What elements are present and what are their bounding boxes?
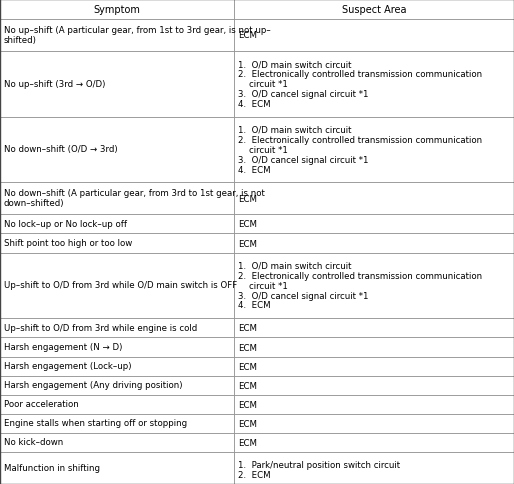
Text: 1.  O/D main switch circuit: 1. O/D main switch circuit — [238, 261, 352, 270]
Text: circuit *1: circuit *1 — [238, 80, 288, 89]
Text: ECM: ECM — [238, 419, 257, 428]
Text: 2.  Electronically controlled transmission communication: 2. Electronically controlled transmissio… — [238, 136, 482, 145]
Bar — [0, 338, 234, 357]
Bar — [234, 215, 514, 234]
Text: Up–shift to O/D from 3rd while O/D main switch is OFF: Up–shift to O/D from 3rd while O/D main … — [4, 281, 237, 290]
Text: Poor acceleration: Poor acceleration — [4, 399, 79, 408]
Text: No up–shift (A particular gear, from 1st to 3rd gear, is not up–: No up–shift (A particular gear, from 1st… — [4, 26, 271, 34]
Text: No lock–up or No lock–up off: No lock–up or No lock–up off — [4, 219, 127, 228]
Bar — [234, 357, 514, 376]
Text: circuit *1: circuit *1 — [238, 281, 288, 290]
Bar — [234, 253, 514, 319]
Bar — [234, 234, 514, 253]
Text: 4.  ECM: 4. ECM — [238, 100, 270, 108]
Bar — [234, 118, 514, 183]
Text: No kick–down: No kick–down — [4, 438, 63, 447]
Text: 1.  O/D main switch circuit: 1. O/D main switch circuit — [238, 126, 352, 135]
Text: circuit *1: circuit *1 — [238, 146, 288, 154]
Text: ECM: ECM — [238, 343, 257, 352]
Bar — [0, 414, 234, 433]
Text: Up–shift to O/D from 3rd while engine is cold: Up–shift to O/D from 3rd while engine is… — [4, 323, 197, 332]
Bar — [234, 452, 514, 484]
Bar — [0, 20, 234, 52]
Bar — [234, 183, 514, 215]
Bar — [0, 376, 234, 395]
Text: 3.  O/D cancel signal circuit *1: 3. O/D cancel signal circuit *1 — [238, 291, 369, 300]
Text: No down–shift (O/D → 3rd): No down–shift (O/D → 3rd) — [4, 145, 118, 154]
Text: Suspect Area: Suspect Area — [342, 5, 406, 15]
Text: Harsh engagement (N → D): Harsh engagement (N → D) — [4, 342, 122, 351]
Bar — [0, 319, 234, 338]
Text: Symptom: Symptom — [94, 5, 140, 15]
Text: Shift point too high or too low: Shift point too high or too low — [4, 238, 132, 247]
Bar — [0, 215, 234, 234]
Bar — [0, 52, 234, 118]
Text: ECM: ECM — [238, 31, 257, 40]
Text: 2.  ECM: 2. ECM — [238, 470, 270, 479]
Text: 4.  ECM: 4. ECM — [238, 301, 270, 310]
Text: Harsh engagement (Any driving position): Harsh engagement (Any driving position) — [4, 380, 182, 389]
Text: 2.  Electronically controlled transmission communication: 2. Electronically controlled transmissio… — [238, 70, 482, 79]
Text: No up–shift (3rd → O/D): No up–shift (3rd → O/D) — [4, 79, 105, 89]
Text: down–shifted): down–shifted) — [4, 199, 64, 208]
Text: 1.  O/D main switch circuit: 1. O/D main switch circuit — [238, 60, 352, 69]
Text: 2.  Electronically controlled transmission communication: 2. Electronically controlled transmissio… — [238, 271, 482, 280]
Text: ECM: ECM — [238, 239, 257, 248]
Bar — [234, 338, 514, 357]
Text: Engine stalls when starting off or stopping: Engine stalls when starting off or stopp… — [4, 419, 187, 427]
Text: ECM: ECM — [238, 381, 257, 390]
Bar — [0, 395, 234, 414]
Text: ECM: ECM — [238, 362, 257, 371]
Bar — [0, 452, 234, 484]
Text: ECM: ECM — [238, 438, 257, 447]
Text: Malfunction in shifting: Malfunction in shifting — [4, 463, 100, 472]
Bar — [234, 52, 514, 118]
Bar — [234, 433, 514, 452]
Bar — [0, 234, 234, 253]
Bar — [0, 357, 234, 376]
Text: shifted): shifted) — [4, 36, 37, 45]
Bar — [234, 319, 514, 338]
Bar — [234, 376, 514, 395]
Text: ECM: ECM — [238, 195, 257, 203]
Text: 4.  ECM: 4. ECM — [238, 165, 270, 174]
Text: ECM: ECM — [238, 400, 257, 409]
Bar — [234, 20, 514, 52]
Bar — [234, 414, 514, 433]
Text: 1.  Park/neutral position switch circuit: 1. Park/neutral position switch circuit — [238, 460, 400, 469]
Bar — [0, 183, 234, 215]
Text: No down–shift (A particular gear, from 3rd to 1st gear, is not: No down–shift (A particular gear, from 3… — [4, 189, 265, 197]
Text: Harsh engagement (Lock–up): Harsh engagement (Lock–up) — [4, 361, 132, 370]
Text: 3.  O/D cancel signal circuit *1: 3. O/D cancel signal circuit *1 — [238, 90, 369, 99]
Bar — [0, 253, 234, 319]
Bar — [0, 0, 234, 20]
Bar — [234, 0, 514, 20]
Text: ECM: ECM — [238, 324, 257, 333]
Bar — [234, 395, 514, 414]
Text: ECM: ECM — [238, 220, 257, 229]
Bar — [0, 433, 234, 452]
Bar — [0, 118, 234, 183]
Text: 3.  O/D cancel signal circuit *1: 3. O/D cancel signal circuit *1 — [238, 155, 369, 165]
